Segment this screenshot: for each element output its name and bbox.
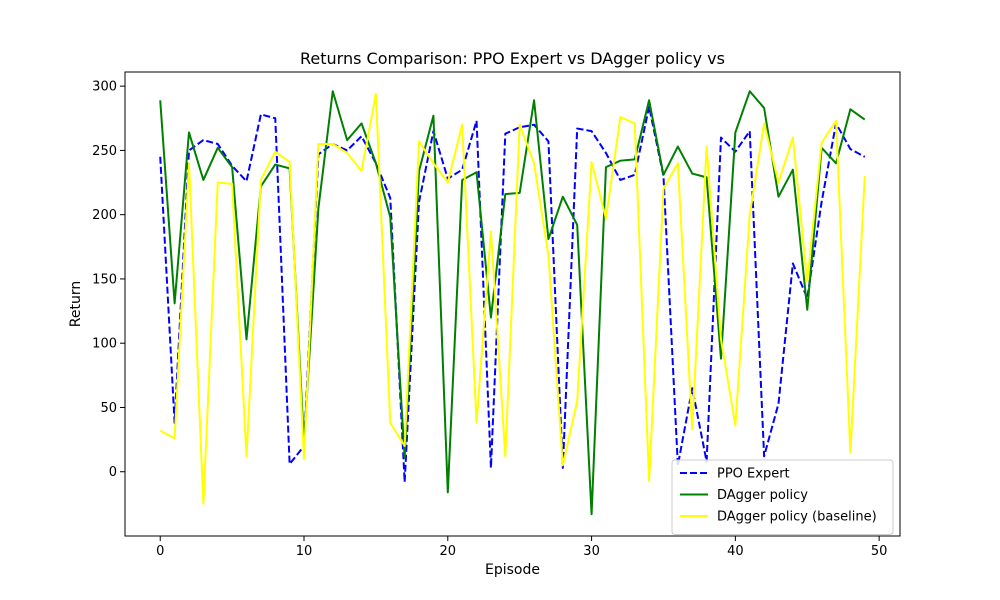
x-tick-label: 30 [583, 544, 600, 559]
x-tick-label: 20 [440, 544, 457, 559]
series-line-2 [159, 90, 866, 516]
chart-title: Returns Comparison: PPO Expert vs DAgger… [300, 49, 725, 68]
series-line-3 [159, 92, 866, 505]
y-tick-label: 150 [92, 272, 117, 287]
legend-label-3: DAgger policy (baseline) [717, 510, 877, 525]
legend-label-2: DAgger policy [717, 488, 808, 503]
y-axis-label: Return [68, 281, 84, 327]
legend-label-1: PPO Expert [717, 467, 790, 482]
x-tick-label: 40 [727, 544, 744, 559]
series-layer [159, 90, 866, 516]
y-tick-label: 0 [109, 465, 117, 480]
x-tick-label: 10 [296, 544, 313, 559]
y-tick-label: 100 [92, 337, 117, 352]
axes-layer: 0 10 20 30 40 50 0 50 100 150 200 250 300 [92, 71, 901, 559]
y-tick-label: 200 [92, 208, 117, 223]
y-tick-label: 250 [92, 144, 117, 159]
plot-frame [124, 71, 901, 537]
legend-box [671, 459, 894, 535]
series-line-1 [159, 105, 866, 484]
x-tick-label: 0 [156, 544, 164, 559]
legend: PPO Expert DAgger policy DAgger policy (ba… [671, 459, 894, 535]
x-axis-label: Episode [485, 562, 540, 578]
y-tick-label: 300 [92, 80, 117, 95]
y-tick-label: 50 [100, 401, 117, 416]
x-tick-label: 50 [871, 544, 888, 559]
